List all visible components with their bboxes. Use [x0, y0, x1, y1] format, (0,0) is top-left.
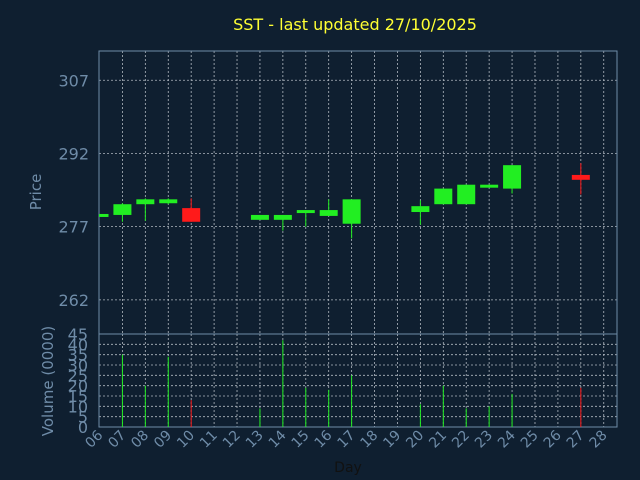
x-tick-label: 17 — [335, 428, 359, 452]
candle-body — [136, 199, 155, 205]
price-axis-ticks: 262 277 292 307 — [58, 71, 89, 310]
candle-14 — [273, 214, 292, 231]
x-tick-label: 14 — [266, 427, 290, 451]
candle-body — [296, 210, 315, 214]
price-tick-label: 262 — [58, 291, 89, 310]
x-tick-label: 21 — [426, 428, 450, 452]
x-axis-label: Day — [334, 460, 362, 476]
x-tick-label: 16 — [312, 427, 336, 451]
x-tick-label: 23 — [472, 428, 496, 452]
x-tick-label: 24 — [495, 427, 519, 451]
candle-24 — [503, 165, 522, 194]
candle-17 — [342, 199, 361, 239]
volume-axis-label: Volume (0000) — [39, 326, 57, 436]
candle-06 — [99, 213, 109, 217]
volume-tick-label: 0 — [78, 418, 88, 437]
candle-08 — [136, 198, 155, 221]
volume-tick-label: 20 — [68, 377, 88, 396]
volume-tick-label: 30 — [68, 356, 88, 375]
candle-body — [503, 165, 522, 189]
volume-tick-label: 15 — [68, 387, 88, 406]
x-tick-label: 13 — [243, 428, 267, 452]
volume-tick-label: 40 — [68, 335, 88, 354]
candle-15 — [296, 210, 315, 227]
price-tick-label: 277 — [58, 218, 89, 237]
volume-tick-label: 5 — [78, 408, 88, 427]
volume-tick-label: 10 — [68, 397, 88, 416]
candle-body — [342, 199, 361, 224]
price-axis-label: Price — [27, 174, 45, 211]
volume-tick-label: 25 — [68, 366, 88, 385]
candle-21 — [434, 188, 453, 205]
candle-27 — [571, 163, 590, 195]
price-plot-frame — [98, 50, 618, 335]
x-tick-label: 22 — [449, 428, 473, 452]
x-tick-label: 28 — [587, 428, 611, 452]
price-tick-label: 307 — [58, 71, 89, 90]
price-grid — [99, 51, 617, 334]
volume-grid — [99, 334, 617, 427]
volume-bars — [121, 340, 582, 427]
x-tick-label: 27 — [564, 428, 588, 452]
volume-tick-label: 45 — [68, 325, 88, 344]
candle-body — [113, 204, 132, 215]
candle-body — [480, 184, 499, 188]
x-tick-label: 18 — [357, 428, 381, 452]
x-tick-label: 26 — [541, 427, 565, 451]
x-tick-label: 15 — [289, 428, 313, 452]
candle-09 — [159, 198, 178, 205]
candle-body — [273, 214, 292, 220]
candle-13 — [250, 214, 269, 220]
candle-20 — [411, 200, 430, 225]
candle-body — [159, 199, 178, 204]
volume-plot-frame — [98, 333, 618, 428]
candle-body — [250, 214, 269, 220]
candle-body — [434, 188, 453, 205]
x-tick-label: 20 — [403, 428, 427, 452]
candle-23 — [480, 184, 499, 188]
price-tick-label: 292 — [58, 144, 89, 163]
x-axis-ticks: 06 07 08 09 10 11 12 13 14 15 16 17 18 19 20 21 22 23 24 25… — [82, 427, 610, 451]
x-tick-label: 09 — [151, 428, 175, 452]
x-tick-label: 19 — [380, 428, 404, 452]
candle-10 — [182, 198, 201, 222]
chart-title: SST - last updated 27/10/2025 — [233, 15, 477, 34]
candle-body — [99, 213, 109, 217]
x-tick-label: 11 — [197, 428, 221, 452]
candle-16 — [319, 199, 338, 216]
x-tick-label: 12 — [220, 428, 244, 452]
x-tick-label: 10 — [174, 428, 198, 452]
candle-22 — [457, 184, 476, 205]
candle-body — [182, 208, 201, 222]
x-tick-label: 25 — [518, 428, 542, 452]
candle-body — [457, 184, 476, 205]
candle-body — [319, 210, 338, 216]
candle-body — [571, 174, 590, 180]
volume-tick-label: 35 — [68, 346, 88, 365]
candles — [99, 163, 590, 239]
x-tick-label: 08 — [128, 428, 152, 452]
candle-body — [411, 206, 430, 213]
candle-07 — [113, 203, 132, 222]
x-tick-label: 07 — [105, 428, 129, 452]
